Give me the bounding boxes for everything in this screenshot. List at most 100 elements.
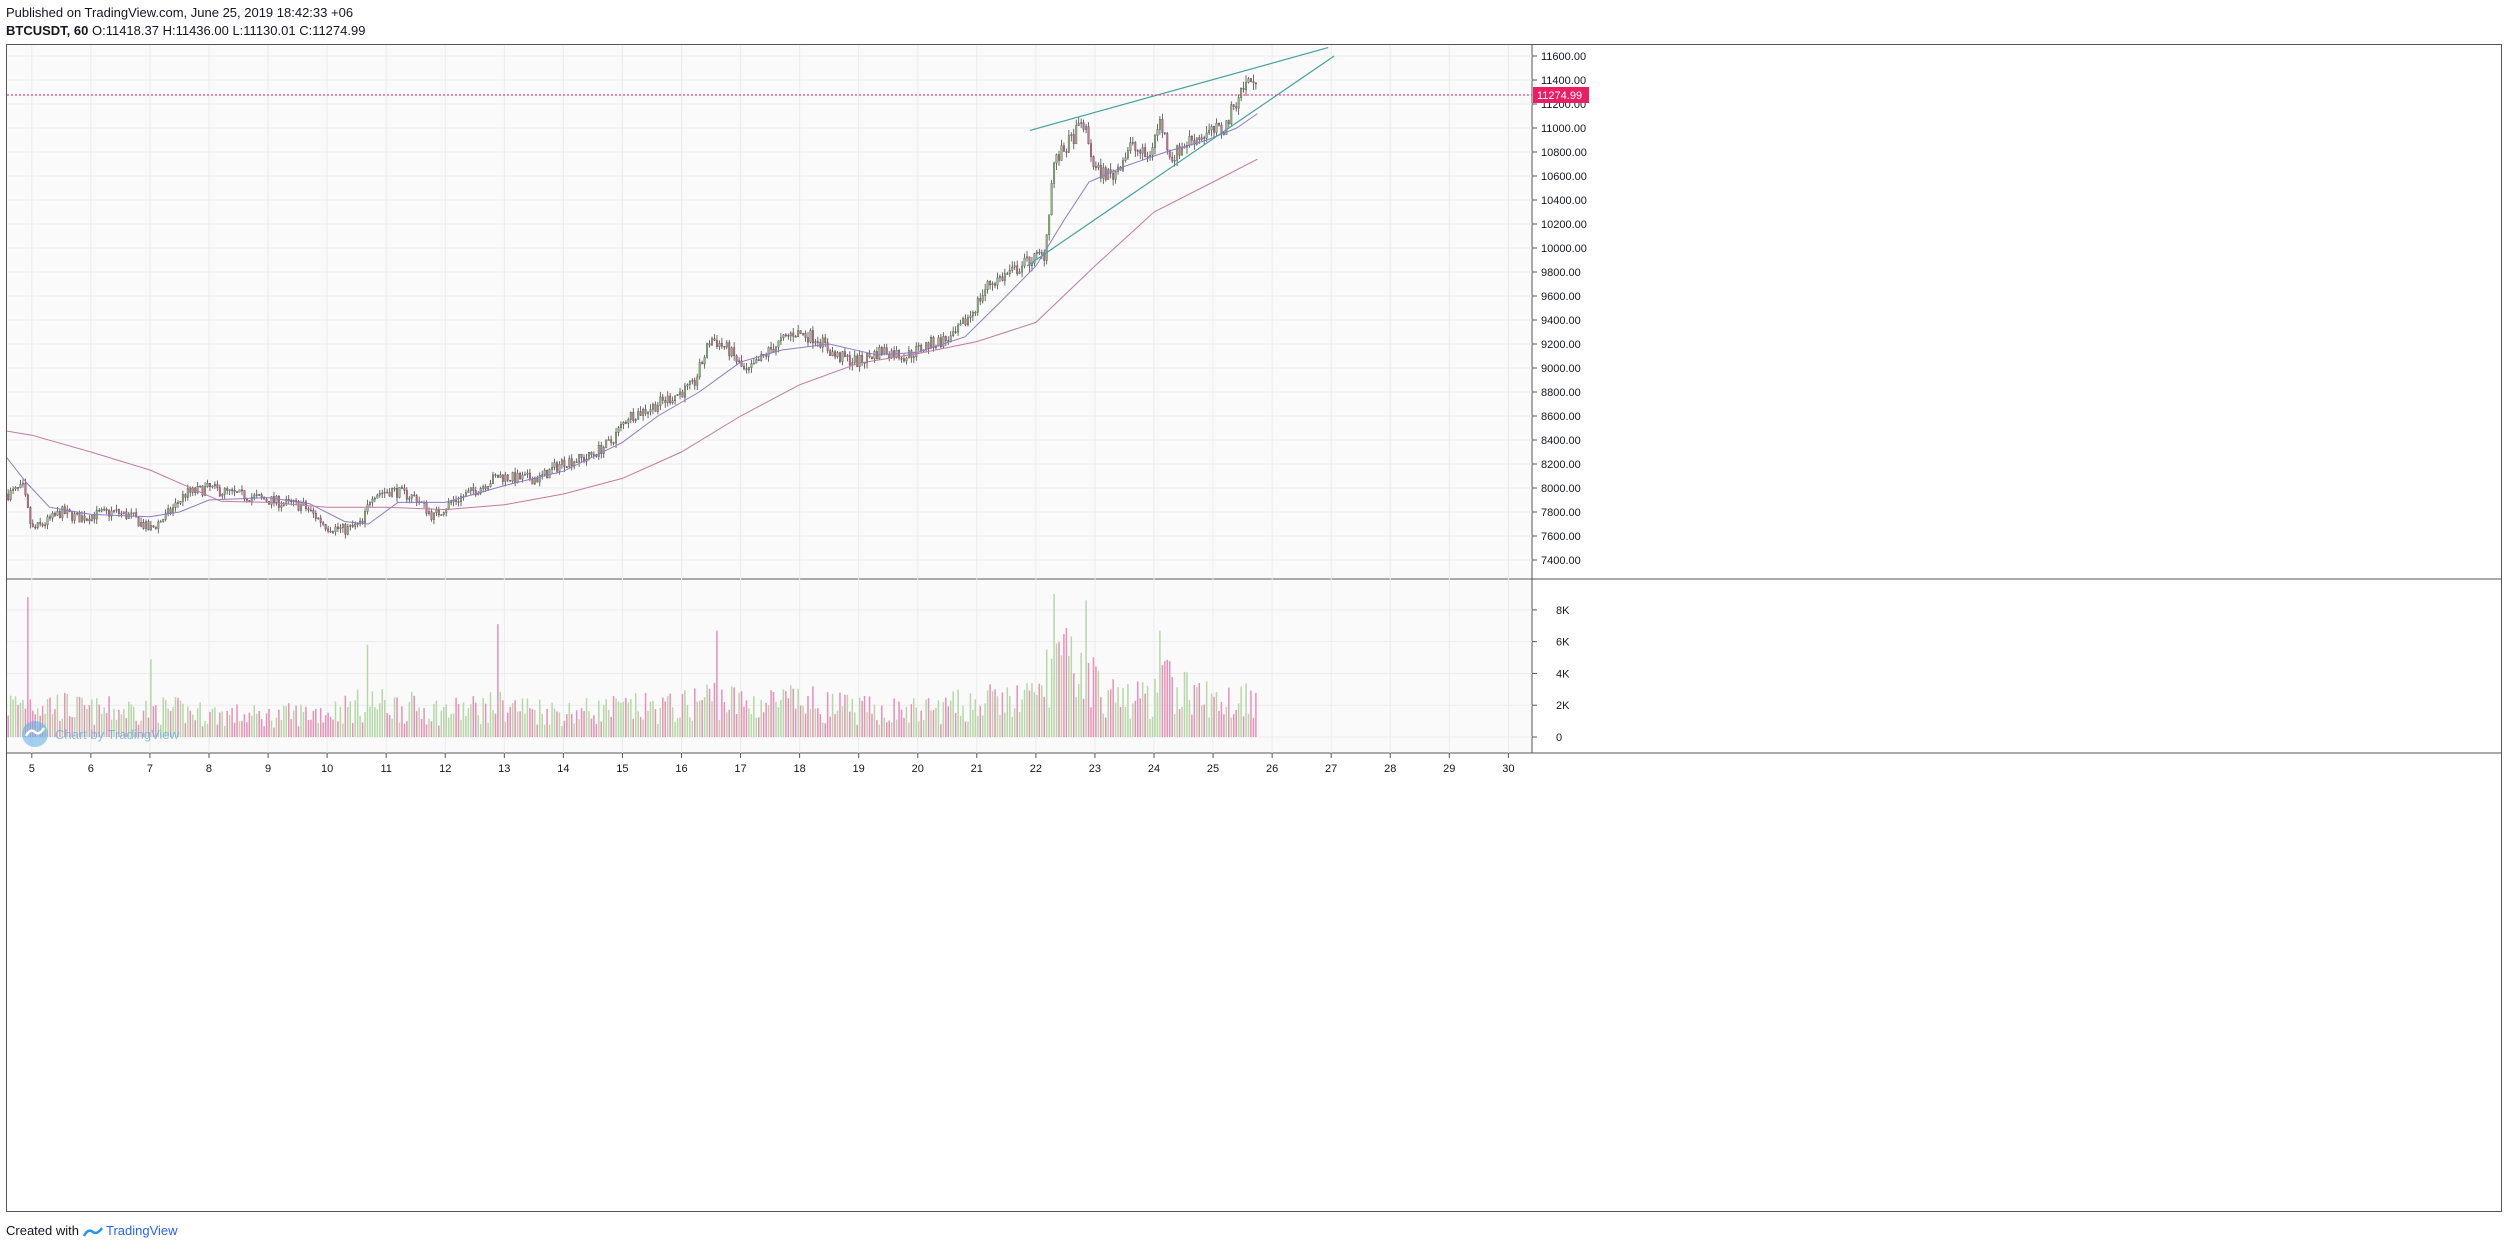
candle-body: [816, 341, 819, 343]
volume-bar: [174, 697, 177, 737]
candle-body: [1072, 134, 1075, 144]
volume-bar: [1038, 683, 1041, 737]
trendline[interactable]: [1029, 47, 1329, 131]
volume-bar: [167, 708, 169, 737]
candle-body: [1082, 122, 1085, 130]
candle-body: [939, 337, 942, 347]
volume-bar: [834, 714, 836, 737]
candle-body: [172, 507, 175, 513]
trendline[interactable]: [1026, 55, 1335, 267]
volume-bar: [516, 711, 519, 737]
candle-body: [1230, 104, 1233, 125]
volume-bar: [767, 705, 770, 737]
candle-body: [391, 488, 394, 497]
candle-body: [880, 347, 883, 354]
volume-bar: [905, 706, 908, 737]
candle-body: [866, 353, 869, 364]
candle-body: [1087, 126, 1090, 144]
volume-bar: [270, 720, 273, 737]
chart-frame[interactable]: 7400.00 7600.00 7800.00 8000.00 8200.00 8400.…: [6, 44, 2502, 1212]
candle-body: [9, 490, 12, 500]
volume-bar: [846, 694, 849, 737]
candle-body: [747, 367, 750, 371]
volume-bar: [482, 697, 484, 737]
candle-body: [907, 350, 910, 359]
volume-bar: [1004, 712, 1006, 737]
candle-body: [558, 464, 561, 472]
volume-bar: [728, 709, 730, 737]
candle-body: [336, 526, 339, 529]
volume-bar: [349, 701, 352, 737]
candle-body: [472, 487, 475, 491]
volume-bar: [819, 714, 822, 737]
volume-bar: [413, 695, 415, 737]
volume-bar: [169, 710, 172, 737]
candle-body: [1176, 145, 1179, 161]
volume-bar: [691, 720, 694, 737]
candle-body: [1065, 151, 1068, 153]
candle-body: [994, 283, 996, 286]
volume-bar: [775, 701, 777, 737]
volume-bar: [381, 689, 383, 737]
volume-bar: [644, 692, 647, 737]
volume-bar: [841, 706, 844, 737]
volume-bar: [396, 697, 398, 737]
candle-body: [779, 337, 782, 342]
candle-body: [821, 337, 824, 348]
volume-bar: [802, 705, 804, 737]
price-tick-label: 9000.00: [1541, 363, 1581, 375]
candle-body: [177, 502, 179, 504]
chart-canvas[interactable]: 7400.00 7600.00 7800.00 8000.00 8200.00 8400.…: [7, 45, 2501, 1211]
candle-body: [706, 343, 709, 358]
candle-body: [836, 352, 839, 357]
candle-body: [204, 486, 207, 496]
candle-body: [708, 343, 711, 346]
volume-bar: [1218, 710, 1220, 737]
time-tick-label: 19: [853, 763, 865, 775]
time-tick-label: 14: [557, 763, 569, 775]
candle-body: [231, 489, 234, 491]
candle-body: [624, 422, 627, 424]
price-pane[interactable]: [7, 45, 1532, 578]
volume-bar: [125, 718, 128, 737]
volume-bar: [718, 720, 721, 737]
candle-body: [639, 411, 642, 416]
candle-body: [53, 512, 56, 516]
volume-bar: [140, 720, 142, 737]
candle-body: [839, 352, 841, 362]
volume-bar: [1013, 708, 1016, 737]
time-tick-label: 10: [321, 763, 333, 775]
volume-bar: [445, 704, 447, 737]
candle-body: [1023, 257, 1026, 267]
candle-body: [489, 483, 492, 487]
candle-body: [565, 466, 568, 469]
candle-body: [548, 469, 551, 479]
volume-bar: [211, 708, 214, 737]
candle-body: [1070, 134, 1073, 136]
tradingview-link[interactable]: TradingView: [106, 1223, 178, 1238]
volume-bar: [940, 724, 942, 737]
volume-bar: [1164, 661, 1166, 737]
candle-body: [1190, 136, 1193, 141]
candle-body: [1237, 97, 1240, 109]
volume-bar: [585, 698, 588, 737]
volume-bar: [1041, 685, 1043, 737]
volume-bar: [263, 726, 265, 737]
volume-bar: [531, 709, 534, 737]
volume-bar: [223, 725, 226, 737]
watermark-logo-mark-icon: [24, 727, 46, 737]
volume-pane[interactable]: [7, 580, 1532, 753]
volume-bar: [1065, 627, 1068, 737]
volume-bar: [73, 717, 76, 737]
candle-body: [1060, 145, 1063, 161]
volume-bar: [150, 659, 152, 737]
price-tick-label: 11400.00: [1541, 75, 1586, 87]
volume-bar: [1139, 698, 1141, 737]
volume-bar: [1016, 685, 1018, 737]
candle-body: [1001, 276, 1004, 281]
price-tick-label: 7800.00: [1541, 507, 1581, 519]
volume-bar: [68, 716, 71, 737]
volume-bar: [853, 712, 856, 737]
volume-bar: [1063, 634, 1065, 737]
volume-bar: [588, 711, 590, 737]
